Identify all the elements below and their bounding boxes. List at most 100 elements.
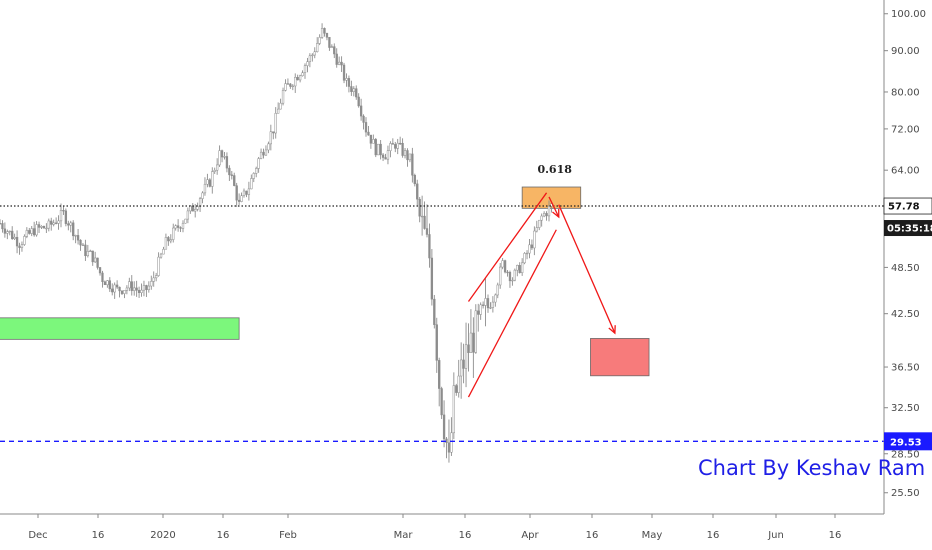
candle <box>81 243 85 246</box>
candle <box>325 32 329 41</box>
candle <box>516 264 519 277</box>
candle-body <box>364 122 368 133</box>
candle <box>133 281 136 296</box>
candle-body <box>540 215 543 221</box>
candle <box>372 134 375 144</box>
candle-body <box>318 37 321 44</box>
candle-body <box>374 139 377 156</box>
candle-body <box>59 210 63 222</box>
candle-body <box>316 43 319 53</box>
candle <box>491 296 495 313</box>
candle <box>69 220 72 233</box>
candle <box>240 192 243 203</box>
candle <box>128 277 131 292</box>
candle-body <box>450 432 453 453</box>
candle-body <box>74 235 77 237</box>
candle <box>123 290 126 299</box>
candle-body <box>474 310 477 353</box>
candle <box>74 234 77 244</box>
candle <box>306 57 309 73</box>
candle <box>281 87 285 106</box>
price-tick-label: 25.50 <box>891 488 920 499</box>
candle <box>135 280 138 297</box>
candle <box>106 280 109 288</box>
candle <box>23 234 26 246</box>
candle <box>506 270 509 277</box>
candle-body <box>40 226 43 228</box>
candle <box>352 86 355 97</box>
candle-body <box>394 144 397 149</box>
candle <box>57 215 60 230</box>
candle <box>389 141 392 158</box>
candle-body <box>460 359 463 377</box>
candle <box>499 262 502 289</box>
candle-body <box>37 224 41 228</box>
price-tick-label: 100.00 <box>891 9 926 20</box>
price-tick-label: 36.50 <box>891 363 920 374</box>
candle-body <box>52 222 55 225</box>
candle-body <box>391 143 394 145</box>
candle-body <box>125 287 129 291</box>
candle <box>25 227 28 239</box>
candle-body <box>496 284 499 296</box>
candle-body <box>98 267 102 274</box>
candle <box>308 53 312 68</box>
candle-body <box>499 266 502 286</box>
candle <box>540 213 543 227</box>
candle-body <box>355 88 358 98</box>
candle <box>420 195 424 236</box>
candle-body <box>145 285 148 290</box>
candle-body <box>289 83 292 87</box>
candle-body <box>128 281 131 289</box>
candle <box>62 205 65 215</box>
wedge-trendline <box>467 229 557 398</box>
candle-body <box>311 54 314 57</box>
candle-body <box>106 280 109 286</box>
candle <box>547 200 551 222</box>
candle <box>350 80 353 96</box>
candle <box>374 137 377 158</box>
support-price-label: 29.53 <box>890 437 922 448</box>
candle <box>489 302 492 310</box>
support-price-badge: 29.53 <box>884 432 932 451</box>
candle <box>342 62 346 84</box>
candle-body <box>96 257 99 268</box>
candle-body <box>277 108 280 114</box>
candle <box>313 47 316 59</box>
candle-body <box>142 285 146 291</box>
candle <box>284 79 287 92</box>
candle-body <box>118 286 121 292</box>
candle-body <box>111 288 114 293</box>
candle-body <box>255 168 258 174</box>
candle <box>411 147 414 183</box>
candle <box>250 174 253 190</box>
candle-body <box>367 131 370 136</box>
candle-body <box>15 236 19 247</box>
price-tick-label: 72.00 <box>891 124 920 135</box>
candle <box>286 78 290 85</box>
candle-body <box>213 169 216 172</box>
candle-body <box>69 222 72 226</box>
candle-body <box>503 260 507 273</box>
candle-body <box>379 143 382 156</box>
price-tick-label: 32.50 <box>891 403 920 414</box>
candle <box>418 197 421 223</box>
candle <box>545 211 548 221</box>
candle <box>184 218 187 224</box>
candle-body <box>472 332 475 353</box>
candle-body <box>416 183 419 200</box>
candle <box>211 167 214 194</box>
candle <box>357 93 360 108</box>
candle-body <box>6 231 9 234</box>
zones-layer <box>0 186 650 377</box>
candle-body <box>489 307 492 309</box>
candle <box>235 182 238 208</box>
candle <box>401 138 404 158</box>
candle-body <box>191 205 194 212</box>
arrow-head <box>552 208 560 219</box>
candle <box>186 207 190 224</box>
arrow-shaft <box>558 204 616 334</box>
candle-body <box>198 198 202 207</box>
candle <box>511 277 514 286</box>
